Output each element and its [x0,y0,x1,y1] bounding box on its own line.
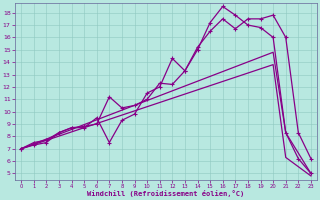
X-axis label: Windchill (Refroidissement éolien,°C): Windchill (Refroidissement éolien,°C) [87,190,245,197]
